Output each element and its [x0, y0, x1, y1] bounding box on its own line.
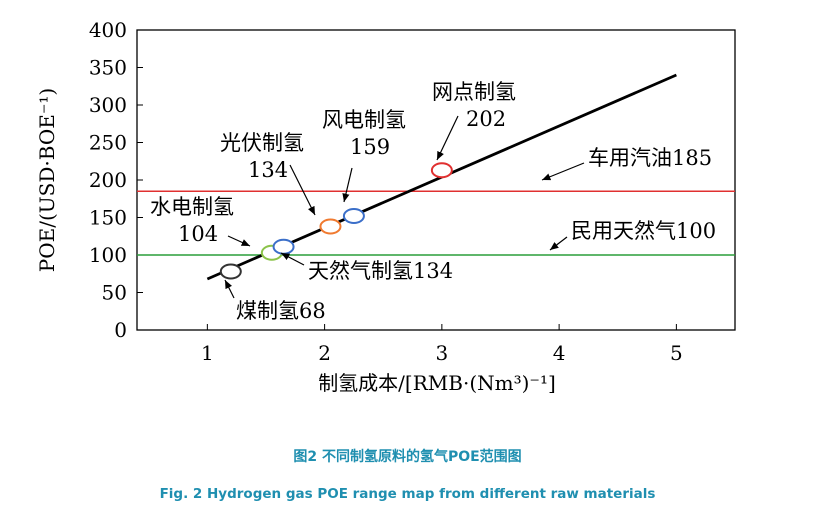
- point-label: 光伏制氢: [220, 131, 304, 155]
- reference-label-arrow: [541, 162, 585, 181]
- x-tick-label: 1: [201, 341, 214, 365]
- caption-chinese: 图2 不同制氢原料的氢气POE范围图: [293, 449, 522, 465]
- point-value: 159: [350, 135, 390, 159]
- chart-svg: 0 50 100 150 200 250 300 350 400 1 2 3 4 5 制氢成本/[RMB·(…: [35, 18, 736, 395]
- y-tick-label: 0: [114, 318, 127, 342]
- reference-line-label: 车用汽油185: [588, 146, 712, 170]
- y-tick-label: 50: [102, 281, 127, 305]
- x-axis-label: 制氢成本/[RMB·(Nm³)⁻¹]: [318, 371, 556, 395]
- y-tick-label: 150: [89, 206, 127, 230]
- y-tick-label: 200: [89, 168, 127, 192]
- x-tick-label: 5: [670, 341, 683, 365]
- y-tick-label: 300: [89, 93, 127, 117]
- x-tick-label: 2: [318, 341, 331, 365]
- data-point-marker: [272, 238, 295, 255]
- point-label: 煤制氢68: [236, 299, 326, 323]
- reference-label-arrow: [549, 236, 568, 251]
- point-label: 风电制氢: [322, 108, 406, 132]
- data-point-marker: [342, 208, 365, 224]
- point-annotation-arrow: [342, 167, 353, 203]
- y-tick-label: 250: [89, 131, 127, 155]
- y-tick-label: 400: [89, 18, 127, 42]
- point-label: 天然气制氢134: [308, 259, 453, 283]
- point-label: 水电制氢: [150, 195, 234, 219]
- point-annotation-arrow: [436, 115, 459, 161]
- reference-line-label: 民用天然气100: [571, 219, 716, 243]
- point-value: 104: [178, 222, 218, 246]
- point-value: 202: [466, 107, 506, 131]
- data-point-marker: [319, 218, 342, 235]
- y-tick-label: 350: [89, 56, 127, 80]
- y-tick-label: 100: [89, 243, 127, 267]
- point-annotation-arrow: [227, 235, 251, 247]
- point-label: 网点制氢: [432, 80, 516, 104]
- data-point-marker: [219, 263, 242, 280]
- point-annotation-arrow: [224, 279, 235, 299]
- y-axis-label: POE/(USD·BOE⁻¹): [35, 88, 59, 272]
- x-tick-label: 3: [435, 341, 448, 365]
- point-value: 134: [248, 158, 288, 182]
- data-point-marker: [430, 162, 453, 179]
- point-annotation-arrow: [289, 164, 316, 216]
- x-tick-label: 4: [553, 341, 566, 365]
- caption-english: Fig. 2 Hydrogen gas POE range map from d…: [159, 486, 656, 502]
- point-annotation-arrow: [280, 252, 305, 266]
